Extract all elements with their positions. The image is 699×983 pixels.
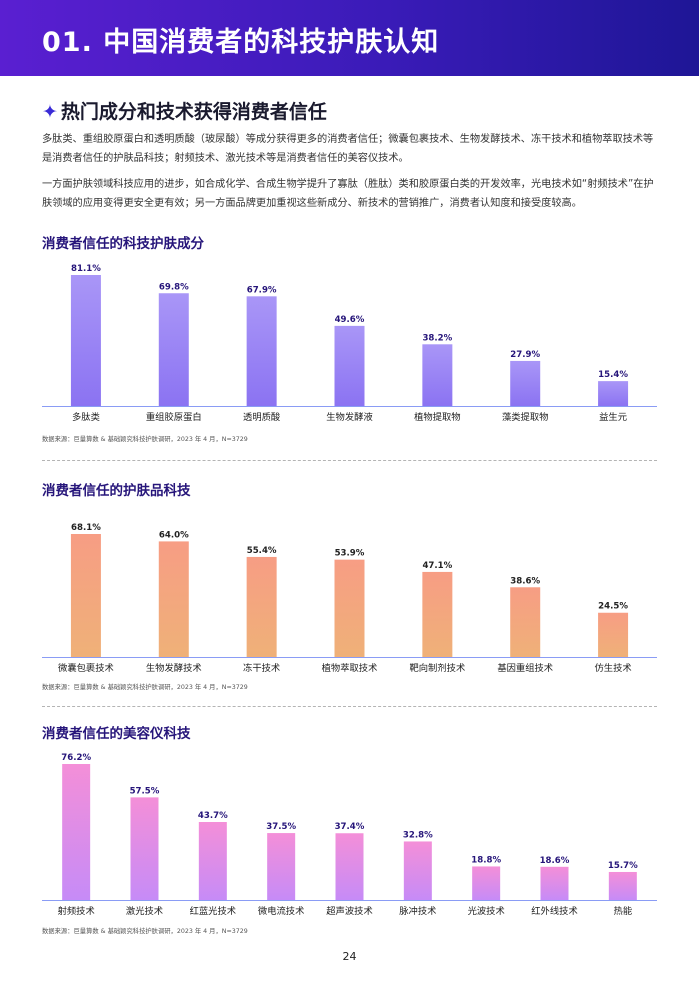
category-label-beauty-device-tech: 激光技术 (126, 905, 163, 917)
category-label-beauty-device-tech: 微电流技术 (258, 905, 305, 917)
category-label-skincare-tech: 生物发酵技术 (146, 662, 202, 674)
category-label-skincare-tech: 靶向制剂技术 (409, 662, 465, 674)
category-label-ingredients: 益生元 (599, 411, 627, 423)
bar-beauty-device-tech (608, 871, 637, 900)
bar-beauty-device-tech (540, 866, 569, 900)
page-number: 24 (342, 950, 357, 963)
bar-skincare-tech (598, 612, 629, 657)
data-label-beauty-device-tech: 76.2% (61, 753, 91, 763)
bar-beauty-device-tech (335, 833, 364, 900)
category-label-beauty-device-tech: 射频技术 (58, 905, 95, 917)
category-label-ingredients: 植物提取物 (414, 411, 461, 423)
data-label-skincare-tech: 38.6% (510, 576, 540, 586)
data-label-ingredients: 69.8% (159, 282, 189, 292)
data-label-beauty-device-tech: 37.4% (335, 822, 365, 832)
category-label-ingredients: 重组胶原蛋白 (146, 411, 202, 423)
bar-ingredients (422, 344, 453, 406)
data-source-note: 数据来源：巨量算数 & 基础颖究科技护肤调研，2023 年 4 月，N=3729 (42, 684, 248, 691)
data-label-skincare-tech: 47.1% (422, 561, 452, 571)
category-label-skincare-tech: 植物萃取技术 (322, 662, 378, 674)
bar-ingredients (70, 275, 101, 406)
chart-skincare-tech: 68.1% 微囊包裹技术 64.0% 生物发酵技术 55.4% 冻干技术 53.9% 植物萃取… (42, 517, 657, 677)
bar-ingredients (158, 293, 189, 406)
chart-title-beauty-device-tech: 消费者信任的美容仪科技 (42, 726, 191, 742)
bar-beauty-device-tech (472, 866, 501, 900)
section-title-text: 热门成分和技术获得消费者信任 (60, 101, 327, 123)
data-label-ingredients: 81.1% (71, 264, 101, 274)
bar-skincare-tech (158, 541, 189, 657)
bar-skincare-tech (422, 571, 453, 657)
data-label-skincare-tech: 53.9% (335, 549, 365, 559)
chart-ingredients: 81.1% 多肽类 69.8% 重组胶原蛋白 67.9% 透明质酸 49.6% 生物发酵液 38… (42, 262, 657, 426)
data-label-ingredients: 15.4% (598, 370, 628, 380)
data-label-skincare-tech: 55.4% (247, 546, 277, 556)
category-label-skincare-tech: 冻干技术 (243, 662, 280, 674)
category-label-ingredients: 生物发酵液 (326, 411, 373, 423)
data-label-beauty-device-tech: 43.7% (198, 811, 228, 821)
category-label-skincare-tech: 微囊包裹技术 (58, 662, 114, 674)
bar-skincare-tech (510, 587, 541, 657)
chart-beauty-device-tech: 76.2% 射频技术 57.5% 激光技术 43.7% 红蓝光技术 37.5% 微电流技术 37… (42, 748, 657, 920)
bar-skincare-tech (246, 556, 277, 657)
intro-paragraph-1: 多肽类、重组胶原蛋白和透明质酸（玻尿酸）等成分获得更多的消费者信任；微囊包裹技术… (42, 134, 654, 164)
bar-ingredients (598, 381, 629, 406)
data-label-ingredients: 67.9% (247, 285, 277, 295)
bar-beauty-device-tech (198, 822, 227, 900)
category-label-beauty-device-tech: 光波技术 (468, 905, 505, 917)
category-label-skincare-tech: 仿生技术 (594, 662, 631, 674)
data-label-beauty-device-tech: 15.7% (608, 861, 638, 871)
category-label-ingredients: 透明质酸 (243, 411, 281, 423)
category-label-beauty-device-tech: 红蓝光技术 (190, 905, 237, 917)
data-label-beauty-device-tech: 57.5% (130, 786, 160, 796)
bar-beauty-device-tech (403, 841, 432, 900)
chart-title-skincare-tech: 消费者信任的护肤品科技 (42, 483, 191, 499)
chart-svg-beauty-device-tech: 76.2% 射频技术 57.5% 激光技术 43.7% 红蓝光技术 37.5% 微电流技术 37… (42, 753, 657, 917)
data-source-note: 数据来源：巨量算数 & 基础颖究科技护肤调研，2023 年 4 月，N=3729 (42, 436, 248, 443)
category-label-beauty-device-tech: 脉冲技术 (399, 905, 436, 917)
data-label-beauty-device-tech: 32.8% (403, 830, 433, 840)
page-title: 01. 中国消费者的科技护肤认知 (42, 27, 440, 58)
data-label-ingredients: 38.2% (422, 333, 452, 343)
data-label-skincare-tech: 64.0% (159, 530, 189, 540)
category-label-ingredients: 藻类提取物 (502, 411, 549, 423)
sparkle-icon: ✦ (42, 101, 58, 123)
data-label-beauty-device-tech: 18.8% (471, 855, 501, 865)
category-label-ingredients: 多肽类 (72, 411, 100, 423)
bar-beauty-device-tech (267, 833, 296, 900)
data-label-ingredients: 49.6% (335, 315, 365, 325)
bar-ingredients (334, 325, 365, 406)
section-title: ✦ 热门成分和技术获得消费者信任 (42, 97, 327, 124)
data-source-note: 数据来源：巨量算数 & 基础颖究科技护肤调研，2023 年 4 月，N=3729 (42, 928, 248, 935)
bar-ingredients (510, 360, 541, 406)
bar-skincare-tech (334, 559, 365, 657)
header-banner: 01. 中国消费者的科技护肤认知 (0, 0, 699, 76)
bar-ingredients (246, 296, 277, 406)
chart-svg-ingredients: 81.1% 多肽类 69.8% 重组胶原蛋白 67.9% 透明质酸 49.6% 生物发酵液 38… (42, 264, 657, 423)
data-label-skincare-tech: 68.1% (71, 523, 101, 533)
data-label-skincare-tech: 24.5% (598, 602, 628, 612)
category-label-beauty-device-tech: 热能 (614, 905, 633, 917)
chart-svg-skincare-tech: 68.1% 微囊包裹技术 64.0% 生物发酵技术 55.4% 冻干技术 53.9% 植物萃取… (42, 523, 657, 674)
data-label-beauty-device-tech: 18.6% (540, 856, 570, 866)
bar-beauty-device-tech (130, 797, 159, 900)
category-label-beauty-device-tech: 红外线技术 (531, 905, 578, 917)
bar-beauty-device-tech (62, 764, 91, 900)
chart-title-ingredients: 消费者信任的科技护肤成分 (42, 236, 204, 252)
intro-paragraph-2: 一方面护肤领域科技应用的进步，如合成化学、合成生物学提升了寡肽（胜肽）类和胶原蛋… (42, 179, 654, 209)
section-divider (42, 460, 657, 461)
section-divider (42, 706, 657, 707)
data-label-ingredients: 27.9% (510, 350, 540, 360)
bar-skincare-tech (70, 534, 101, 657)
category-label-beauty-device-tech: 超声波技术 (326, 905, 373, 917)
category-label-skincare-tech: 基因重组技术 (497, 662, 553, 674)
data-label-beauty-device-tech: 37.5% (266, 822, 296, 832)
